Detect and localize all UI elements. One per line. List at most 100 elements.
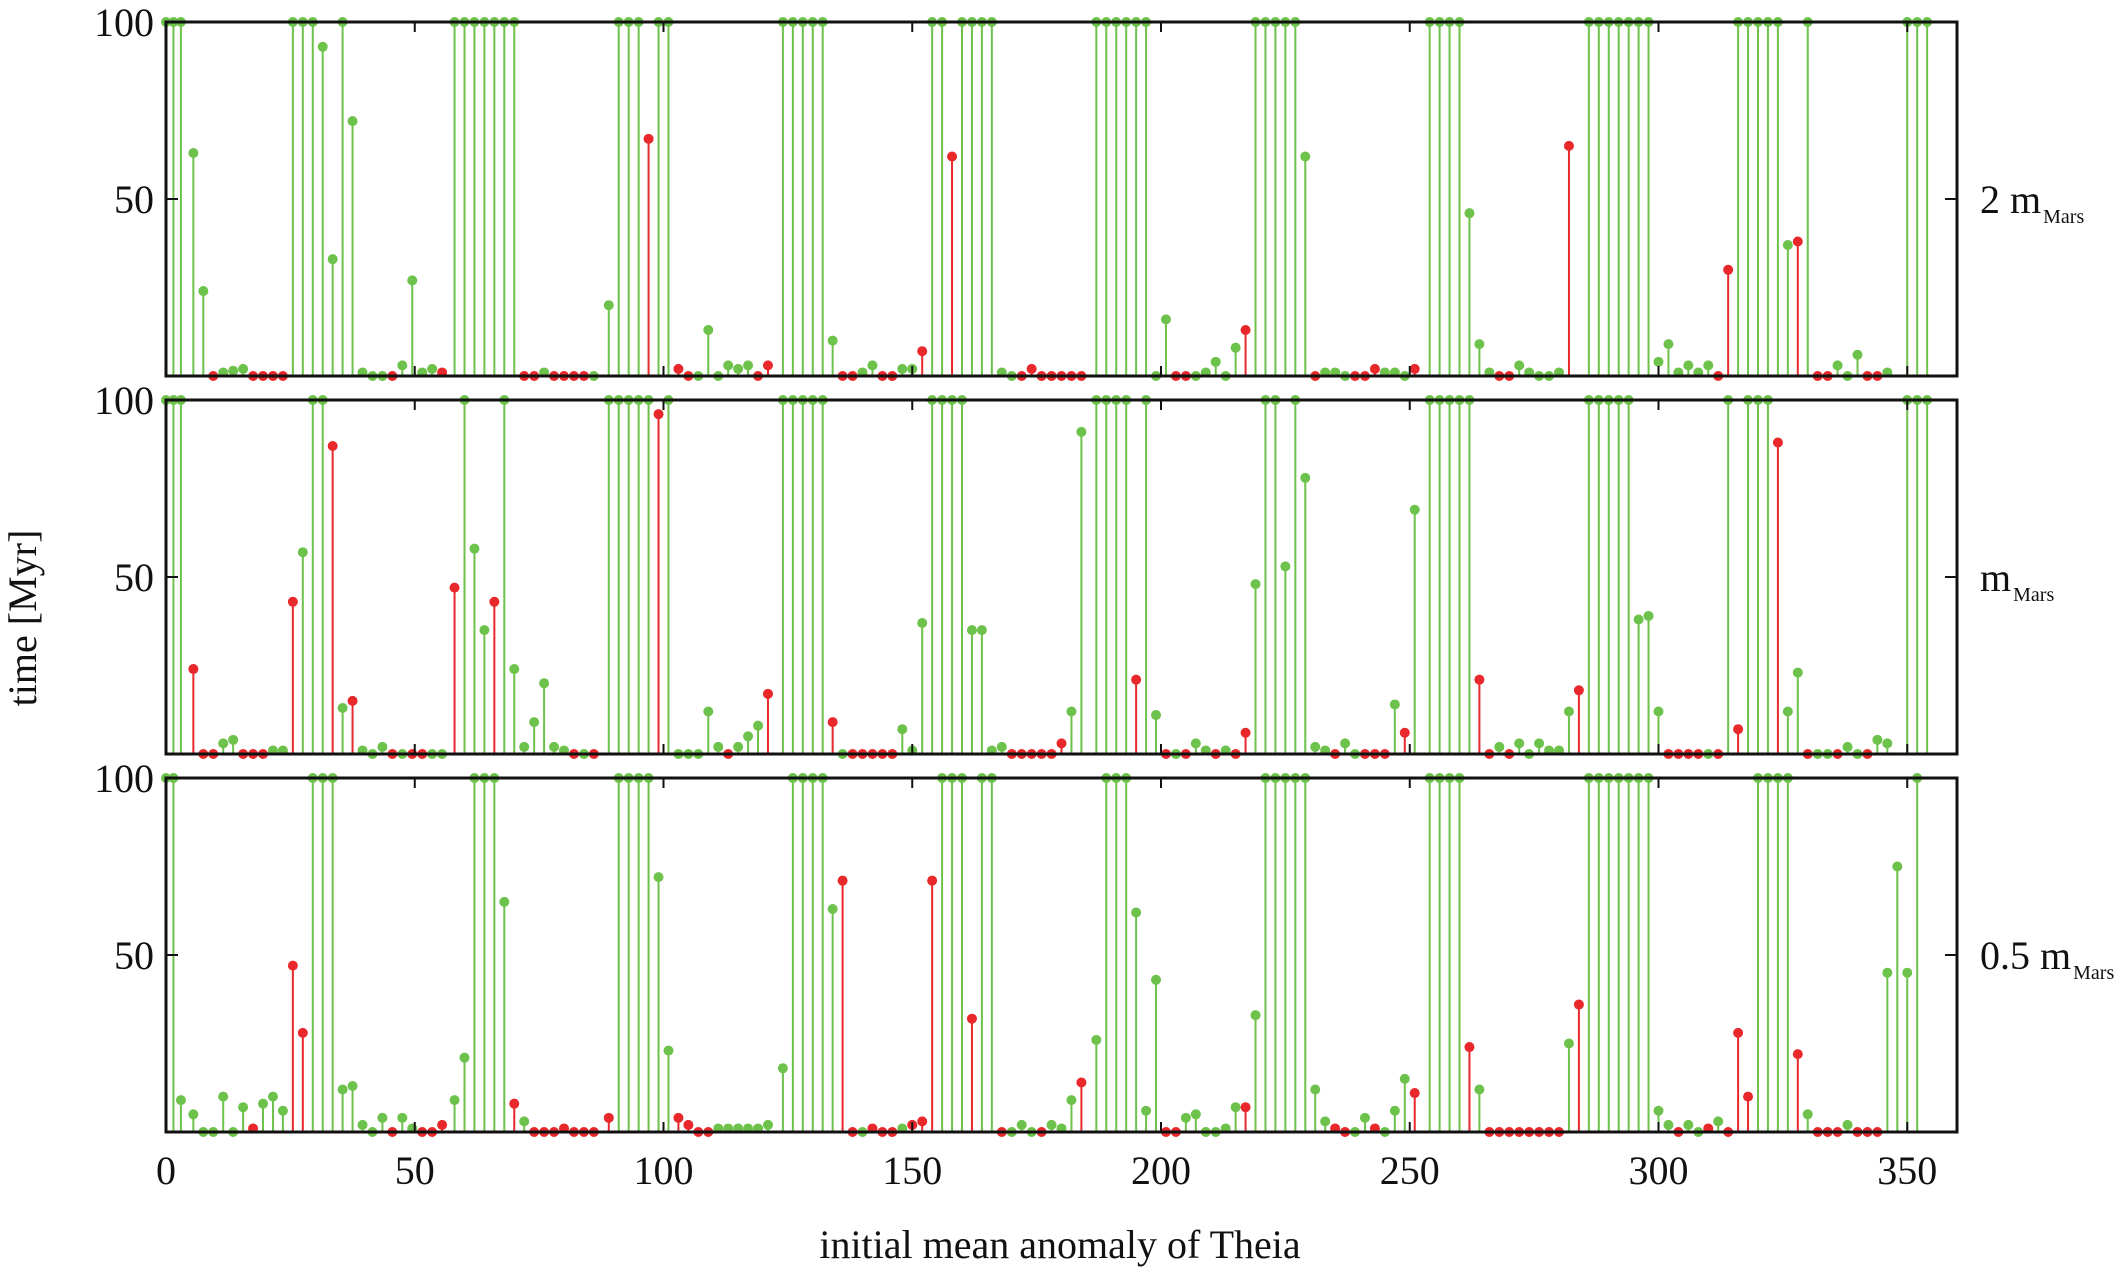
stem-point-green: [603, 300, 614, 311]
stem-point-red: [449, 582, 460, 593]
stem-point-red: [1131, 674, 1142, 685]
stem-point-green: [1902, 967, 1913, 978]
stem-point-red: [1240, 324, 1251, 335]
stem-point-green: [743, 731, 754, 742]
stem-point-green: [1703, 360, 1714, 371]
y-tick-label: 50: [114, 555, 154, 600]
stem-point-green: [198, 286, 209, 297]
stem-point-green: [1474, 339, 1485, 350]
panel-mass-label-main: 2 m: [1980, 177, 2041, 222]
stem-point-red: [603, 1112, 614, 1123]
stem-point-red: [1792, 236, 1803, 247]
stem-point-green: [1210, 356, 1221, 367]
stem-point-green: [1633, 614, 1644, 625]
stem-point-red: [1733, 724, 1744, 735]
stem-point-green: [1663, 1119, 1674, 1130]
stem-point-green: [1563, 706, 1574, 717]
stem-point-green: [1464, 208, 1475, 219]
stem-point-green: [703, 324, 714, 335]
panel-mass-label: 0.5 m Mars: [1980, 933, 2114, 984]
stem-point-green: [1280, 561, 1291, 572]
stem-point-red: [762, 360, 773, 371]
x-axis-label: initial mean anomaly of Theia: [819, 1222, 1301, 1267]
stem-point-green: [762, 1119, 773, 1130]
stem-point-red: [509, 1098, 520, 1109]
stem-point-red: [1464, 1042, 1475, 1053]
stem-point-green: [1141, 1105, 1152, 1116]
y-tick-label: 100: [94, 378, 154, 423]
stem-point-green: [1872, 734, 1883, 745]
stem-point-green: [1359, 1112, 1370, 1123]
stem-point-green: [1683, 360, 1694, 371]
stem-point-green: [1802, 1109, 1813, 1120]
panel-frame: [164, 20, 1959, 378]
x-tick-label: 200: [1131, 1148, 1191, 1193]
stem-point-green: [1653, 1105, 1664, 1116]
stem-point-green: [337, 1084, 348, 1095]
stem-point-red: [1733, 1027, 1744, 1038]
stem-point-green: [976, 625, 987, 636]
stem-point-green: [897, 724, 908, 735]
stem-point-green: [713, 741, 724, 752]
stem-point-green: [733, 741, 744, 752]
stem-point-green: [1190, 738, 1201, 749]
stem-point-red: [673, 1112, 684, 1123]
stem-point-red: [947, 151, 958, 162]
stem-point-green: [1832, 360, 1843, 371]
stem-point-red: [1076, 1077, 1087, 1088]
stem-point-green: [277, 1105, 288, 1116]
stem-point-green: [1340, 738, 1351, 749]
stem-point-green: [377, 1112, 388, 1123]
stem-point-green: [1653, 706, 1664, 717]
stem-point-red: [297, 1027, 308, 1038]
stem-point-green: [1882, 738, 1893, 749]
stem-point-green: [1151, 710, 1162, 721]
stem-point-green: [1663, 339, 1674, 350]
stem-point-green: [479, 625, 490, 636]
stem-point-green: [1310, 741, 1321, 752]
stem-point-red: [927, 875, 938, 886]
stem-point-green: [228, 365, 239, 376]
x-tick-label: 350: [1877, 1148, 1937, 1193]
stem-point-green: [703, 706, 714, 717]
stem-point-green: [238, 1102, 249, 1113]
stem-point-green: [509, 664, 520, 675]
stem-point-red: [437, 1119, 448, 1130]
y-axis-label: time [Myr]: [0, 530, 45, 707]
stem-point-green: [1046, 1119, 1057, 1130]
stem-point-green: [1180, 1112, 1191, 1123]
stem-point-red: [1409, 363, 1420, 374]
stem-point-green: [1320, 1116, 1331, 1127]
stem-point-green: [1494, 741, 1505, 752]
stem-point-green: [347, 116, 358, 127]
stem-point-green: [529, 717, 540, 728]
x-tick-label: 150: [882, 1148, 942, 1193]
stem-point-green: [397, 360, 408, 371]
stem-point-green: [499, 896, 510, 907]
panel-3: 0 50 100 150 200 250 300 350 50 100 0.5 m Mars: [94, 756, 2114, 1193]
x-tick-label: 300: [1629, 1148, 1689, 1193]
x-tick-label: 50: [395, 1148, 435, 1193]
stem-point-green: [327, 254, 338, 265]
stem-point-red: [837, 875, 848, 886]
y-tick-label: 50: [114, 933, 154, 978]
y-tick-label: 50: [114, 177, 154, 222]
stem-point-red: [347, 695, 358, 706]
panel-2: 50 100 m Mars: [94, 378, 2054, 759]
stem-point-green: [917, 618, 928, 629]
stem-point-red: [1409, 1088, 1420, 1099]
stem-point-red: [287, 960, 298, 971]
stem-point-green: [1250, 579, 1261, 590]
stem-point-green: [267, 1091, 278, 1102]
stem-point-red: [327, 441, 338, 452]
stem-point-green: [743, 360, 754, 371]
panel-mass-label-sub: Mars: [2013, 584, 2054, 606]
stem-point-red: [1026, 363, 1037, 374]
stem-point-red: [1743, 1091, 1754, 1102]
stem-point-green: [1882, 967, 1893, 978]
panel-mass-label-main: 0.5 m: [1980, 933, 2071, 978]
stem-point-green: [1076, 426, 1087, 437]
stem-point-green: [1310, 1084, 1321, 1095]
